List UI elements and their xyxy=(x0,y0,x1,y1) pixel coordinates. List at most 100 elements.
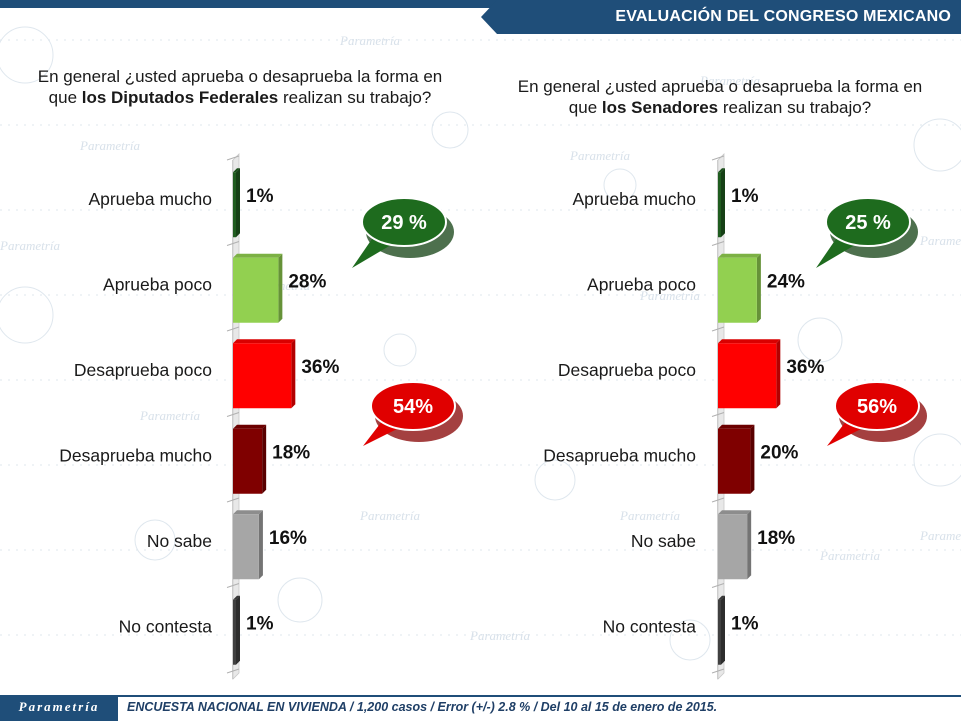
bar xyxy=(718,514,748,580)
bar-top xyxy=(718,424,755,429)
category-label: Desaprueba mucho xyxy=(59,445,212,465)
bar-side xyxy=(747,510,752,580)
bar xyxy=(233,257,279,323)
callout-approve-diputados: 29 % xyxy=(352,197,454,268)
left-question: En general ¿usted aprueba o desaprueba l… xyxy=(37,67,443,107)
category-label: Desaprueba poco xyxy=(558,360,696,380)
category-label: Aprueba poco xyxy=(587,274,696,294)
svg-text:Parametría: Parametría xyxy=(79,138,140,153)
header-tab: EVALUACIÓN DEL CONGRESO MEXICANO xyxy=(481,0,961,34)
bar-top xyxy=(718,253,761,258)
value-label: 28% xyxy=(288,271,326,292)
header-bar xyxy=(0,0,961,8)
bar-side xyxy=(750,424,755,494)
bar-top xyxy=(233,510,263,515)
bar xyxy=(233,343,292,409)
axis-tick xyxy=(711,668,725,674)
bar-top xyxy=(233,168,240,173)
bar-side xyxy=(236,595,240,665)
callout-disapprove-diputados: 54% xyxy=(363,381,463,446)
axis-tick xyxy=(711,241,725,246)
category-label: No contesta xyxy=(119,616,213,636)
value-label: 1% xyxy=(246,613,274,634)
bar-side xyxy=(236,168,240,238)
value-label: 24% xyxy=(767,271,805,292)
bar xyxy=(718,257,757,323)
bar xyxy=(233,172,236,238)
category-label: Desaprueba mucho xyxy=(543,445,696,465)
bar-side xyxy=(756,253,761,323)
axis-tick xyxy=(711,326,725,332)
footer-text: ENCUESTA NACIONAL EN VIVIENDA / 1,200 ca… xyxy=(127,700,718,714)
axis-tick xyxy=(711,497,725,503)
bar-top xyxy=(718,339,781,344)
chart-diputados: Aprueba mucho 1% Aprueba poco 28% Desaprueba… xyxy=(59,153,463,680)
axis-tick xyxy=(226,412,240,417)
value-label: 18% xyxy=(757,528,795,549)
page-title: EVALUACIÓN DEL CONGRESO MEXICANO xyxy=(615,8,951,25)
svg-text:Parametría: Parametría xyxy=(569,148,630,163)
axis-tick xyxy=(226,155,240,161)
axis-tick xyxy=(711,412,725,417)
callout-approve-senadores-label: 25 % xyxy=(845,212,891,234)
value-label: 1% xyxy=(246,186,274,207)
bar-side xyxy=(258,510,263,580)
svg-text:Parametría: Parametría xyxy=(359,508,420,523)
category-label: No sabe xyxy=(147,531,212,551)
svg-text:Parametría: Parametría xyxy=(919,233,961,248)
footer-logo: Parametría xyxy=(0,695,118,721)
bar-top xyxy=(233,595,240,600)
bar-side xyxy=(278,253,283,323)
callout-approve-diputados-label: 29 % xyxy=(381,212,427,234)
right-question-subject: los Senadores xyxy=(601,98,719,117)
value-label: 1% xyxy=(731,186,759,207)
bar-side xyxy=(721,595,725,665)
svg-text:Parametría: Parametría xyxy=(639,288,700,303)
bar-top xyxy=(233,253,283,258)
bar xyxy=(718,172,721,238)
bar-top xyxy=(718,595,725,600)
category-label: Desaprueba poco xyxy=(74,360,212,380)
axis-tick xyxy=(226,583,240,588)
value-label: 36% xyxy=(786,357,824,378)
bar-top xyxy=(718,510,752,515)
axis-tick xyxy=(711,583,725,588)
svg-text:Parametría: Parametría xyxy=(699,73,760,88)
right-question: En general ¿usted aprueba o desaprueba l… xyxy=(517,77,923,117)
axis-tick xyxy=(226,668,240,674)
svg-text:Parametría: Parametría xyxy=(339,33,400,48)
svg-text:Parametría: Parametría xyxy=(619,508,680,523)
chart-senadores: Aprueba mucho 1% Aprueba poco 24% Desaprueba… xyxy=(543,153,927,680)
category-label: Aprueba poco xyxy=(103,274,212,294)
bar-side xyxy=(776,339,781,409)
svg-text:Parametría: Parametría xyxy=(919,528,961,543)
svg-text:Parametría: Parametría xyxy=(469,628,530,643)
value-label: 20% xyxy=(760,442,798,463)
svg-text:Parametría: Parametría xyxy=(819,548,880,563)
category-label: Aprueba mucho xyxy=(88,189,212,209)
bar xyxy=(718,428,751,494)
bar-side xyxy=(721,168,725,238)
bar xyxy=(233,599,236,665)
value-label: 1% xyxy=(731,613,759,634)
axis-tick xyxy=(226,497,240,503)
category-label: Aprueba mucho xyxy=(572,189,696,209)
value-label: 16% xyxy=(269,528,307,549)
axis-tick xyxy=(711,155,725,161)
bar-top xyxy=(718,168,725,173)
bar xyxy=(233,514,259,580)
bar xyxy=(233,428,263,494)
callout-approve-senadores: 25 % xyxy=(816,197,918,268)
bar-side xyxy=(262,424,267,494)
category-label: No sabe xyxy=(631,531,696,551)
svg-text:Parametría: Parametría xyxy=(0,238,60,253)
callout-disapprove-senadores: 56% xyxy=(827,381,927,446)
axis-tick xyxy=(226,241,240,246)
callout-disapprove-senadores-label: 56% xyxy=(857,396,897,418)
axis-tick xyxy=(226,326,240,332)
bar-top xyxy=(233,424,267,429)
bar xyxy=(718,343,777,409)
value-label: 18% xyxy=(272,442,310,463)
